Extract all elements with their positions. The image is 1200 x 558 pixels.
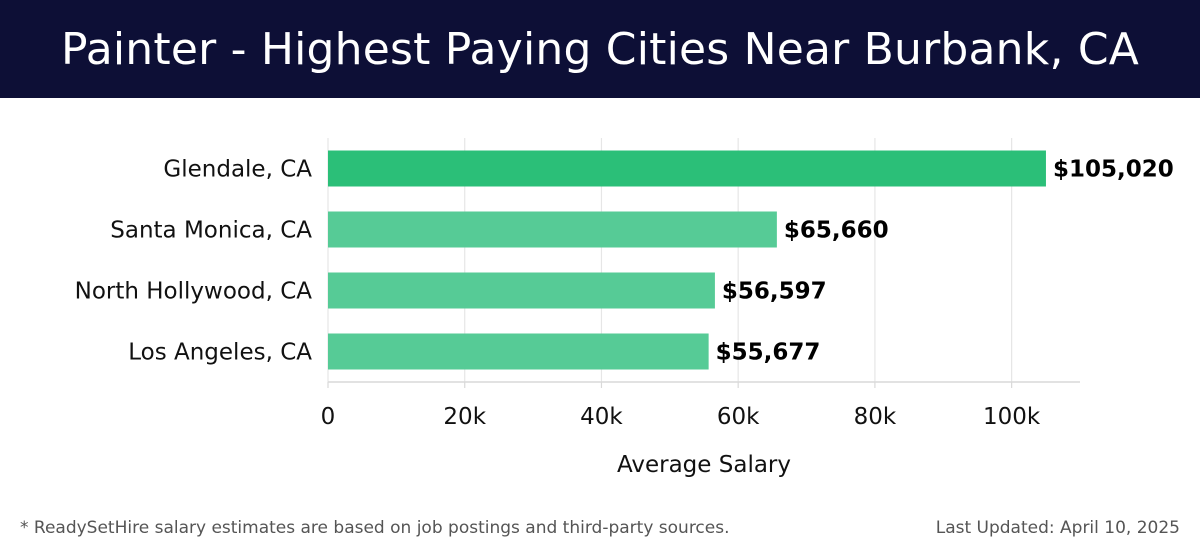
category-label-2: North Hollywood, CA (75, 279, 313, 305)
value-label-3: $55,677 (716, 340, 821, 366)
category-label-0: Glendale, CA (163, 157, 312, 183)
value-label-0: $105,020 (1053, 157, 1174, 183)
x-tick-label-2: 40k (580, 404, 623, 430)
x-tick-label-4: 80k (854, 404, 897, 430)
x-tick-label-5: 100k (983, 404, 1041, 430)
chart-header: Painter - Highest Paying Cities Near Bur… (0, 0, 1200, 98)
x-tick-label-1: 20k (443, 404, 486, 430)
bar-2 (328, 272, 715, 309)
x-tick-label-3: 60k (717, 404, 760, 430)
x-axis-title: Average Salary (617, 452, 791, 478)
value-label-2: $56,597 (722, 279, 827, 305)
bar-0 (328, 150, 1046, 187)
bar-3 (328, 333, 709, 370)
value-label-1: $65,660 (784, 218, 889, 244)
chart-title: Painter - Highest Paying Cities Near Bur… (60, 23, 1140, 75)
bar-chart: 0 20k 40k 60k 80k 100k Average Salary Glendale,… (75, 138, 1174, 478)
category-label-3: Los Angeles, CA (128, 340, 312, 366)
bar-1 (328, 211, 777, 248)
x-tick-label-0: 0 (321, 404, 336, 430)
last-updated: Last Updated: April 10, 2025 (935, 518, 1180, 538)
footer-note: * ReadySetHire salary estimates are base… (20, 518, 730, 538)
category-label-1: Santa Monica, CA (110, 218, 312, 244)
